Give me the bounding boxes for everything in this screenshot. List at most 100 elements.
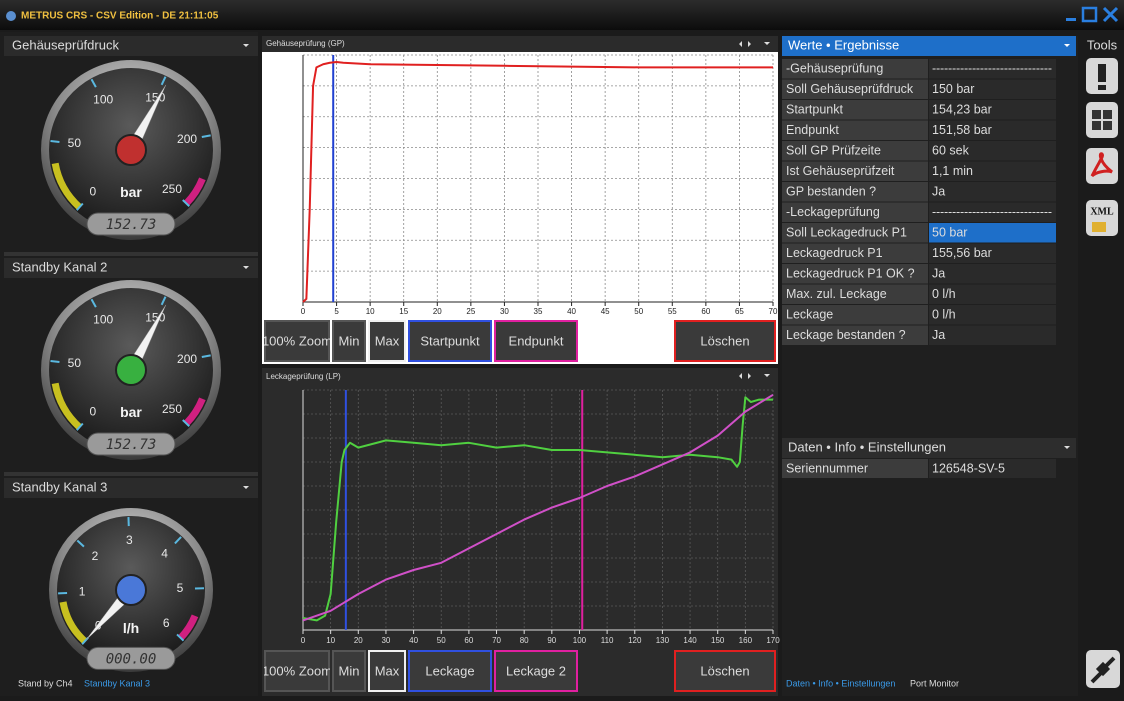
table-key: GP bestanden ? (786, 185, 876, 199)
gauge-title: Standby Kanal 2 (12, 259, 107, 274)
tab[interactable]: Stand by Ch4 (18, 678, 73, 688)
x-tick-label: 90 (547, 636, 556, 645)
app-icon (6, 11, 16, 21)
gauge-hub (116, 135, 146, 165)
gauge-scale-label: 6 (163, 616, 170, 630)
table-value: 0 l/h (932, 287, 956, 301)
table-value: 155,56 bar (932, 246, 992, 260)
gauge-scale-label: 2 (92, 549, 99, 563)
splitter (4, 472, 258, 476)
gauge-hub (116, 355, 146, 385)
gauge-readout: 152.73 (106, 217, 157, 233)
gauge-title: Gehäuseprüfdruck (12, 37, 119, 52)
table-key: -Gehäuseprüfung (786, 62, 883, 76)
tool-disconnect[interactable] (1086, 650, 1120, 688)
tool-warning[interactable] (1086, 58, 1118, 94)
button[interactable]: 100% Zoom (262, 651, 332, 691)
x-tick-label: 25 (466, 307, 475, 316)
x-tick-label: 30 (500, 307, 509, 316)
button[interactable]: Min (333, 321, 365, 361)
xml-icon-label: XML (1090, 206, 1114, 217)
table-value: 1,1 min (932, 164, 973, 178)
button-label: Löschen (700, 663, 749, 678)
tool-xml[interactable]: XML (1086, 200, 1118, 236)
button[interactable]: Max (369, 321, 405, 361)
x-tick-label: 0 (301, 307, 306, 316)
button-label: Endpunkt (509, 333, 564, 348)
x-tick-label: 10 (326, 636, 335, 645)
button[interactable]: 100% Zoom (262, 321, 332, 361)
info-title: Daten • Info • Einstellungen (788, 439, 946, 454)
table-key: Startpunkt (786, 103, 844, 117)
x-tick-label: 70 (769, 307, 778, 316)
table-value: Ja (932, 185, 945, 199)
gauge-unit: l/h (123, 620, 139, 636)
button-label: Startpunkt (420, 333, 480, 348)
gauge-title: Standby Kanal 3 (12, 479, 107, 494)
gauge-scale-label: 50 (68, 136, 82, 150)
gauge-tick (51, 141, 60, 142)
table-value: Ja (932, 267, 945, 281)
button[interactable]: Löschen (675, 651, 775, 691)
table-key: Leckage (786, 308, 833, 322)
x-tick-label: 40 (567, 307, 576, 316)
x-tick-label: 45 (601, 307, 610, 316)
table-value: 0 l/h (932, 308, 956, 322)
table-value: ------------------------------ (932, 205, 1052, 219)
button[interactable]: Min (333, 651, 365, 691)
table-key: Leckagedruck P1 (786, 246, 883, 260)
x-tick-label: 0 (301, 636, 306, 645)
window-title: METRUS CRS - CSV Edition - DE 21:11:05 (21, 11, 219, 22)
tab[interactable]: Standby Kanal 3 (84, 678, 150, 688)
x-tick-label: 50 (634, 307, 643, 316)
x-tick-label: 110 (601, 636, 614, 645)
tab[interactable]: Port Monitor (910, 678, 959, 688)
button-label: Leckage (425, 663, 474, 678)
gauge-unit: bar (120, 184, 142, 200)
x-tick-label: 150 (711, 636, 725, 645)
x-tick-label: 40 (409, 636, 418, 645)
gauge-readout: 000.00 (106, 651, 157, 667)
button[interactable]: Löschen (675, 321, 775, 361)
table-key: Leckage bestanden ? (786, 328, 906, 342)
gauge-scale-label: 100 (93, 312, 113, 326)
tools-title: Tools (1087, 37, 1118, 52)
table-value: 60 sek (932, 144, 970, 158)
results-title: Werte • Ergebnisse (788, 37, 899, 52)
gauge-scale-label: 100 (93, 92, 113, 106)
button[interactable]: Endpunkt (495, 321, 577, 361)
x-tick-label: 160 (739, 636, 753, 645)
table-value: ------------------------------ (932, 62, 1052, 76)
x-tick-label: 60 (464, 636, 473, 645)
button[interactable]: Startpunkt (409, 321, 491, 361)
table-key: Max. zul. Leckage (786, 287, 887, 301)
tab[interactable]: Daten • Info • Einstellungen (786, 678, 895, 688)
tool-pdf[interactable] (1086, 148, 1118, 184)
x-tick-label: 30 (381, 636, 390, 645)
x-tick-label: 100 (573, 636, 587, 645)
x-tick-label: 60 (701, 307, 710, 316)
table-value: 150 bar (932, 82, 974, 96)
table-value: 50 bar (932, 226, 967, 240)
button-label: Min (339, 663, 360, 678)
splitter (4, 252, 258, 256)
x-tick-label: 50 (437, 636, 446, 645)
minimize-button[interactable] (1066, 18, 1076, 21)
button-label: Min (339, 333, 360, 348)
button[interactable]: Leckage 2 (495, 651, 577, 691)
tool-layout[interactable] (1086, 102, 1118, 138)
gauge-scale-label: 3 (126, 533, 133, 547)
gauge-tick (51, 361, 60, 362)
chart-title: Leckageprüfung (LP) (266, 372, 341, 381)
table-key: Soll Gehäuseprüfdruck (786, 82, 914, 96)
table-key: Leckagedruck P1 OK ? (786, 267, 915, 281)
gauge-scale-label: 4 (161, 547, 168, 561)
table-value-cell (929, 182, 1056, 202)
button[interactable]: Max (369, 651, 405, 691)
button[interactable]: Leckage (409, 651, 491, 691)
x-tick-label: 20 (433, 307, 442, 316)
table-key: -Leckageprüfung (786, 205, 880, 219)
gauge-scale-label: 250 (162, 182, 182, 196)
x-tick-label: 130 (656, 636, 670, 645)
gauge-scale-label: 5 (177, 581, 184, 595)
